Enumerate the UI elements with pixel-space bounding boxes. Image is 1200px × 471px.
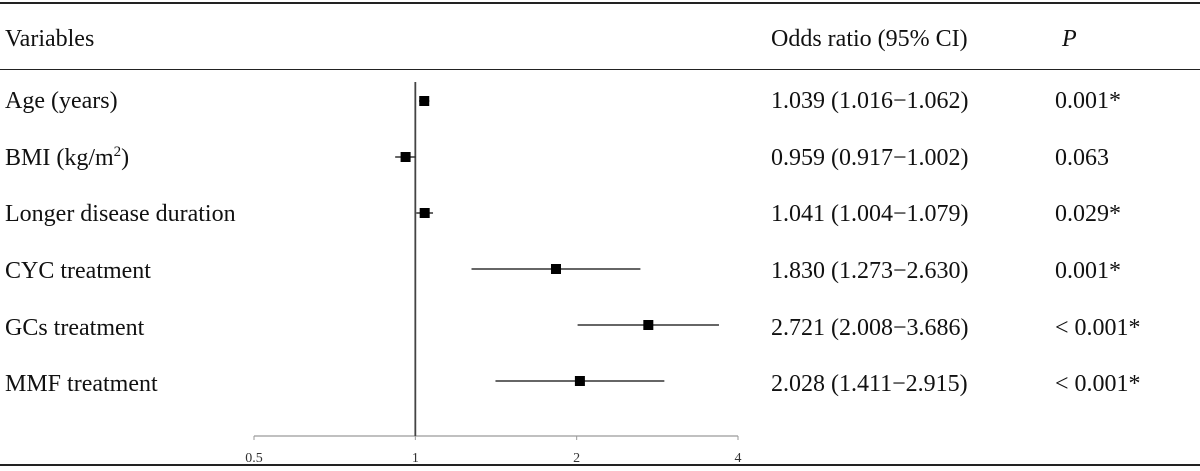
row-or-gcs: 2.721 (2.008−3.686): [771, 315, 969, 341]
point-estimate: [574, 376, 585, 386]
point-estimate: [419, 96, 430, 106]
x-tick-label: 0.5: [245, 451, 263, 466]
row-p-bmi: 0.063: [1055, 145, 1109, 171]
row-or-bmi: 0.959 (0.917−1.002): [771, 145, 969, 171]
row-p-gcs: < 0.001*: [1055, 315, 1141, 341]
row-p-cyc: 0.001*: [1055, 258, 1121, 284]
row-p-disease-duration: 0.029*: [1055, 201, 1121, 227]
x-tick-label: 4: [735, 451, 742, 466]
row-or-cyc: 1.830 (1.273−2.630): [771, 258, 969, 284]
row-label-age: Age (years): [5, 88, 118, 114]
row-label-cyc: CYC treatment: [5, 258, 151, 284]
bmi-superscript: 2: [113, 144, 122, 160]
point-estimate: [400, 152, 411, 162]
row-label-bmi: BMI (kg/m2): [5, 144, 130, 172]
header-p-value: P: [1062, 26, 1077, 52]
header-variables: Variables: [5, 26, 95, 52]
top-rule: [0, 2, 1200, 4]
row-label-disease-duration: Longer disease duration: [5, 201, 236, 227]
point-estimate: [419, 208, 430, 218]
bottom-rule: [0, 464, 1200, 466]
row-p-age: 0.001*: [1055, 88, 1121, 114]
row-or-age: 1.039 (1.016−1.062): [771, 88, 969, 114]
x-tick-label: 2: [573, 451, 580, 466]
header-odds-ratio: Odds ratio (95% CI): [771, 26, 968, 52]
x-tick-label: 1: [412, 451, 419, 466]
row-or-mmf: 2.028 (1.411−2.915): [771, 371, 968, 397]
point-estimate: [643, 320, 654, 330]
header-rule: [0, 69, 1200, 70]
row-label-gcs: GCs treatment: [5, 315, 145, 341]
row-or-disease-duration: 1.041 (1.004−1.079): [771, 201, 969, 227]
point-estimate: [550, 264, 561, 274]
row-p-mmf: < 0.001*: [1055, 371, 1141, 397]
row-label-mmf: MMF treatment: [5, 371, 158, 397]
